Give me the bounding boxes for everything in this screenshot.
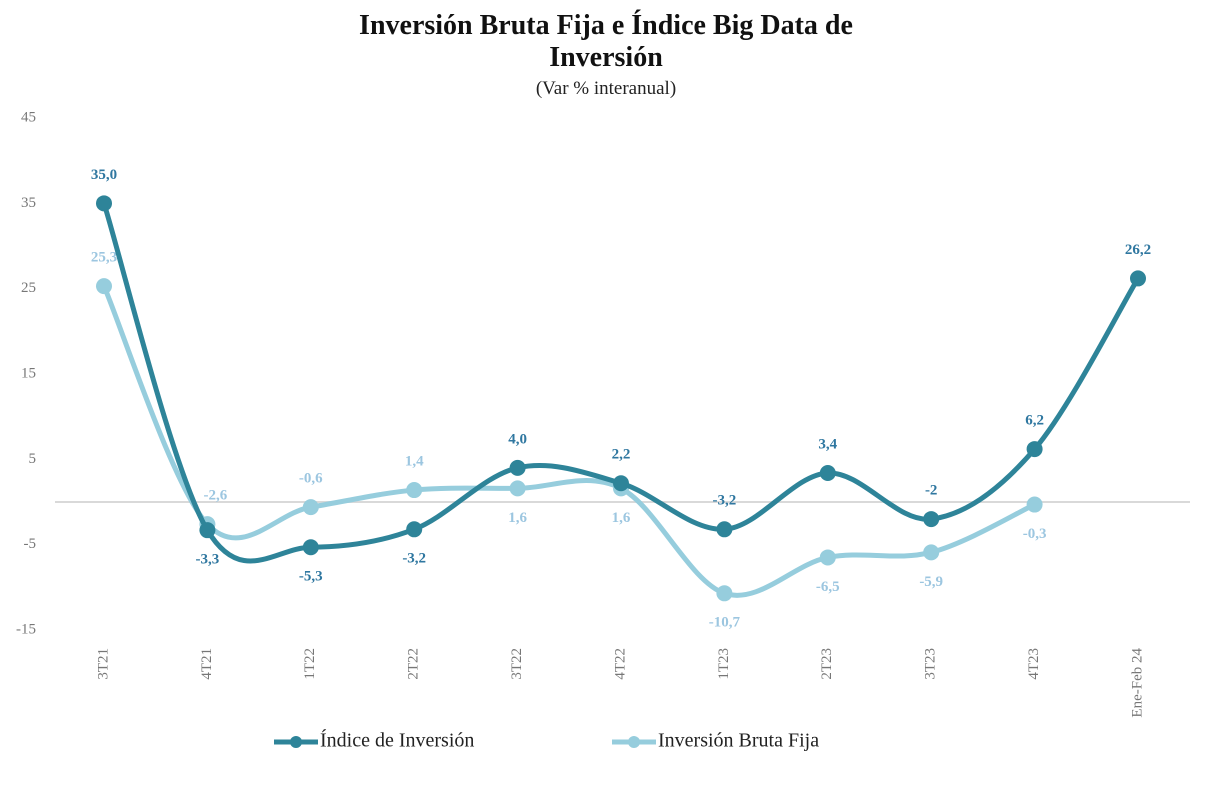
x-tick-label: 3T23 — [923, 648, 939, 680]
point — [302, 539, 319, 556]
data-label: 6,2 — [1025, 413, 1044, 429]
data-label: 25,3 — [91, 250, 117, 266]
x-tick-label: 3T21 — [95, 648, 111, 680]
data-label: -0,6 — [299, 471, 323, 487]
x-tick-label: 2T23 — [819, 648, 835, 680]
data-label: 4,0 — [508, 431, 527, 447]
point — [1026, 441, 1043, 458]
data-label: 3,4 — [818, 436, 837, 452]
y-tick-label: 5 — [29, 451, 37, 467]
data-label: -3,2 — [402, 551, 426, 567]
point — [1026, 496, 1043, 513]
point — [509, 480, 526, 497]
point — [819, 549, 836, 566]
data-label: -5,3 — [299, 569, 323, 585]
point — [923, 511, 940, 528]
data-label: -0,3 — [1023, 526, 1047, 542]
y-tick-label: -5 — [24, 536, 37, 552]
point — [613, 475, 629, 492]
point — [509, 459, 526, 476]
data-label: -10,7 — [709, 615, 741, 631]
point — [716, 521, 733, 538]
point — [819, 464, 836, 481]
legend-marker — [290, 736, 302, 748]
y-tick-label: 25 — [21, 280, 36, 296]
point — [923, 544, 940, 561]
data-label: 1,6 — [612, 510, 631, 526]
chart-subtitle: (Var % interanual) — [535, 78, 677, 99]
y-tick-label: 35 — [21, 195, 36, 211]
x-tick-label: 2T22 — [406, 648, 422, 680]
x-tick-label: Ene-Feb 24 — [1129, 648, 1145, 718]
data-label: -2,6 — [204, 488, 228, 504]
x-tick-label: 4T21 — [199, 648, 215, 680]
legend-label: Inversión Bruta Fija — [658, 730, 819, 752]
data-label: 1,4 — [405, 453, 424, 469]
y-tick-label: 45 — [21, 109, 36, 125]
data-label: -2 — [925, 483, 938, 499]
point — [96, 195, 112, 212]
x-tick-label: 3T22 — [509, 648, 525, 680]
data-label: 26,2 — [1125, 242, 1151, 258]
data-label: -3,2 — [713, 493, 737, 509]
header: Inversión Bruta Fija e Índice Big Data d… — [0, 10, 1212, 100]
x-tick-label: 1T22 — [302, 648, 318, 680]
point — [716, 585, 733, 602]
legend-marker — [628, 736, 640, 748]
x-tick-label: 4T22 — [612, 648, 628, 680]
point — [406, 521, 423, 538]
x-tick-label: 4T23 — [1026, 648, 1042, 680]
point — [406, 482, 423, 499]
series-line — [101, 283, 1038, 598]
point — [96, 278, 112, 295]
data-label: 35,0 — [91, 167, 117, 183]
point — [199, 522, 216, 539]
chart-title: Inversión Bruta Fija e Índice Big Data d… — [359, 10, 853, 73]
data-label: -5,9 — [919, 574, 943, 590]
data-label: 1,6 — [508, 510, 527, 526]
data-label: -6,5 — [816, 579, 840, 595]
data-label: -3,3 — [196, 552, 220, 568]
y-tick-label: 15 — [21, 365, 36, 381]
y-tick-label: -15 — [16, 621, 36, 637]
point — [302, 499, 319, 516]
point — [1130, 270, 1146, 287]
series-line — [101, 200, 1141, 564]
legend-label: Índice de Inversión — [320, 729, 474, 752]
data-label: 2,2 — [612, 447, 631, 463]
x-tick-label: 1T23 — [716, 648, 732, 680]
